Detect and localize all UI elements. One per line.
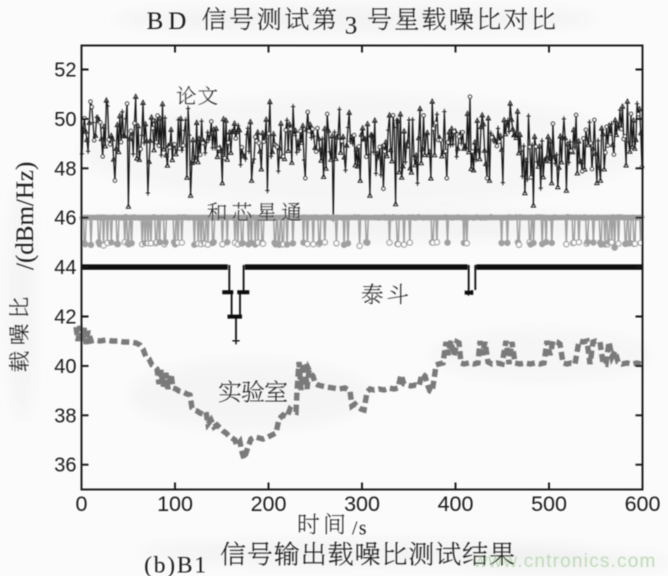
- svg-text:100: 100: [157, 492, 193, 516]
- svg-text:3: 3: [345, 13, 358, 40]
- svg-text:50: 50: [54, 109, 76, 131]
- svg-text:BD: BD: [147, 8, 192, 35]
- svg-text:38: 38: [54, 405, 76, 427]
- svg-text:36: 36: [54, 455, 76, 477]
- svg-text:52: 52: [54, 60, 76, 82]
- svg-text:44: 44: [54, 257, 76, 279]
- svg-text:(b)B1: (b)B1: [144, 553, 208, 576]
- svg-text:200: 200: [251, 492, 287, 516]
- svg-text:600: 600: [625, 492, 661, 516]
- svg-text:46: 46: [54, 208, 76, 230]
- svg-text:0: 0: [76, 492, 88, 516]
- svg-text:300: 300: [344, 492, 380, 516]
- svg-text:/s: /s: [352, 519, 368, 540]
- svg-text:42: 42: [54, 307, 76, 329]
- svg-text:40: 40: [54, 356, 76, 378]
- svg-text:48: 48: [54, 158, 76, 180]
- svg-text:/(dBm/Hz): /(dBm/Hz): [12, 162, 39, 270]
- svg-text:500: 500: [531, 492, 567, 516]
- svg-text:400: 400: [438, 492, 474, 516]
- svg-text:www.cntronics.com: www.cntronics.com: [473, 551, 657, 572]
